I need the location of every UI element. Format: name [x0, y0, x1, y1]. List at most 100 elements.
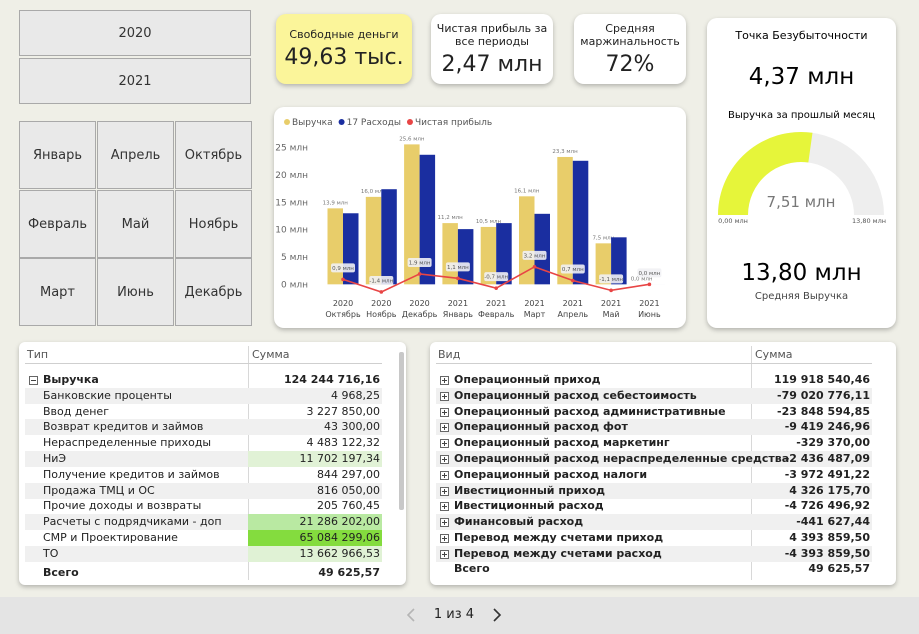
expand-icon[interactable]	[440, 376, 449, 385]
data-label-box	[369, 275, 394, 285]
expand-icon[interactable]	[440, 549, 449, 559]
x-tick-label: 2021	[448, 299, 468, 308]
expand-icon[interactable]	[440, 534, 449, 543]
data-label: -1,1 млн	[599, 277, 623, 283]
x-tick-label: 2021	[601, 299, 621, 308]
row-amount: -4 726 496,92	[784, 499, 870, 513]
row-amount: 124 244 716,16	[283, 373, 380, 386]
year-slicer[interactable]: 2021	[19, 58, 251, 104]
y-tick-label: 15 млн	[275, 198, 308, 208]
data-label: 10,5 млн	[476, 219, 502, 225]
total-row: Всего 49 625,57	[436, 561, 872, 577]
bar	[343, 213, 359, 285]
x-tick-label: 2021	[524, 299, 544, 308]
x-tick-label: 2021	[563, 299, 583, 308]
expand-icon[interactable]	[440, 486, 449, 496]
table-row: Ивестиционный расход -4 726 496,92	[436, 498, 872, 514]
x-tick-label: 2020	[409, 299, 429, 308]
legend-marker	[338, 119, 345, 125]
legend-label: Чистая прибыль	[415, 118, 492, 128]
y-tick-label: 5 млн	[281, 253, 308, 263]
expand-icon[interactable]	[440, 439, 449, 449]
expand-icon[interactable]	[440, 391, 449, 401]
year-slicer[interactable]: 2020	[19, 10, 251, 56]
bar	[595, 243, 612, 285]
row-amount: 119 918 540,46	[773, 373, 870, 386]
expand-icon[interactable]	[440, 423, 449, 433]
row-label: НиЭ	[43, 452, 67, 465]
table-row: Банковские проценты 4 968,25	[25, 387, 382, 404]
month-slicer-button[interactable]: Март	[19, 258, 96, 326]
table-row: СМР и Проектирование 65 084 299,06	[25, 530, 382, 546]
x-tick-label: Май	[603, 310, 620, 319]
data-label-box	[484, 272, 509, 282]
pager-bar: 1 из 4	[0, 597, 919, 634]
x-tick-label: Июнь	[638, 310, 661, 319]
gauge: 7,51 млн 0,00 млн 13,80 млн	[718, 132, 886, 225]
scrollbar[interactable]	[399, 352, 404, 510]
month-slicer-button[interactable]: Май	[97, 190, 174, 258]
prev-page[interactable]	[404, 607, 418, 623]
row-amount: 205 760,45	[317, 499, 380, 513]
data-label: 0,0 млн	[639, 271, 661, 277]
month-slicer-button[interactable]: Декабрь	[175, 258, 252, 326]
combo-chart: Выручка 17 Расходы Чистая прибыль 0 млн 5 мл…	[275, 118, 665, 319]
chart-card: Выручка 17 Расходы Чистая прибыль 0 млн 5 мл…	[274, 107, 686, 328]
data-label-box	[560, 264, 585, 274]
table-row: Прочие доходы и возвраты 205 760,45	[25, 498, 382, 514]
row-label: Возврат кредитов и займов	[43, 420, 204, 434]
table-row: Операционный расход маркетинг -329 370,00	[436, 435, 872, 451]
table-row: Нераспределенные приходы 4 483 122,32	[25, 435, 382, 451]
row-label: Операционный расход нераспределенные сре…	[454, 452, 790, 465]
row-amount: 4 483 122,32	[306, 436, 380, 450]
table-row: Операционный расход административные -23 …	[436, 404, 872, 420]
row-label: Операционный приход	[454, 373, 601, 386]
row-label: Операционный расход себестоимость	[454, 388, 697, 402]
bar	[442, 223, 458, 285]
x-tick-label: Январь	[443, 310, 473, 319]
group-row: Выручка 124 244 716,16	[25, 372, 382, 388]
month-slicer-button[interactable]: Октябрь	[175, 121, 252, 189]
kpi-card: Средняя маржинальность 72%	[574, 14, 686, 84]
gauge-value	[718, 132, 813, 215]
kpi-card: Чистая прибыль за все периоды 2,47 млн	[431, 14, 553, 84]
row-amount: 3 227 850,00	[306, 404, 380, 418]
line-point	[494, 286, 498, 290]
x-tick-label: Февраль	[478, 310, 515, 319]
expand-icon[interactable]	[440, 518, 449, 528]
x-tick-label: 2021	[486, 299, 506, 308]
average-title: Средняя Выручка	[754, 291, 849, 302]
month-slicer-button[interactable]: Февраль	[19, 190, 96, 258]
expand-icon[interactable]	[29, 376, 38, 385]
data-label: 1,9 млн	[409, 260, 431, 266]
row-label: Финансовый расход	[454, 515, 584, 529]
row-amount: 844 297,00	[317, 467, 380, 481]
data-label-box	[637, 268, 662, 278]
month-slicer-button[interactable]: Июнь	[97, 258, 174, 326]
gauge-title: Выручка за прошлый месяц	[727, 110, 876, 121]
data-label-box	[331, 263, 355, 273]
expand-icon[interactable]	[440, 455, 449, 464]
kpi-value: 2,47 млн	[441, 51, 543, 77]
expand-icon[interactable]	[440, 407, 449, 417]
month-slicer-button[interactable]: Ноябрь	[175, 190, 252, 258]
month-slicer-button[interactable]: Январь	[19, 121, 96, 189]
table-row: НиЭ 11 702 197,34	[25, 451, 382, 467]
gauge-range-label: 0,00 млн	[718, 217, 748, 225]
row-amount: 65 084 299,06	[248, 530, 382, 546]
row-label: Ввод денег	[43, 404, 109, 418]
next-page[interactable]	[490, 607, 504, 623]
expand-icon[interactable]	[440, 470, 449, 480]
bar	[327, 208, 343, 285]
expand-icon[interactable]	[440, 502, 449, 512]
y-tick-label: 20 млн	[275, 171, 308, 181]
table-row: Операционный расход себестоимость -79 020…	[436, 387, 872, 404]
data-label: 23,3 млн	[552, 149, 578, 155]
x-tick-label: Март	[524, 310, 546, 319]
row-amount: 11 702 197,34	[248, 451, 382, 467]
row-label: Ивестиционный приход	[454, 483, 606, 497]
average-value: 13,80 млн	[741, 260, 862, 286]
x-tick-label: Декабрь	[402, 310, 438, 319]
month-slicer-button[interactable]: Апрель	[97, 121, 174, 189]
